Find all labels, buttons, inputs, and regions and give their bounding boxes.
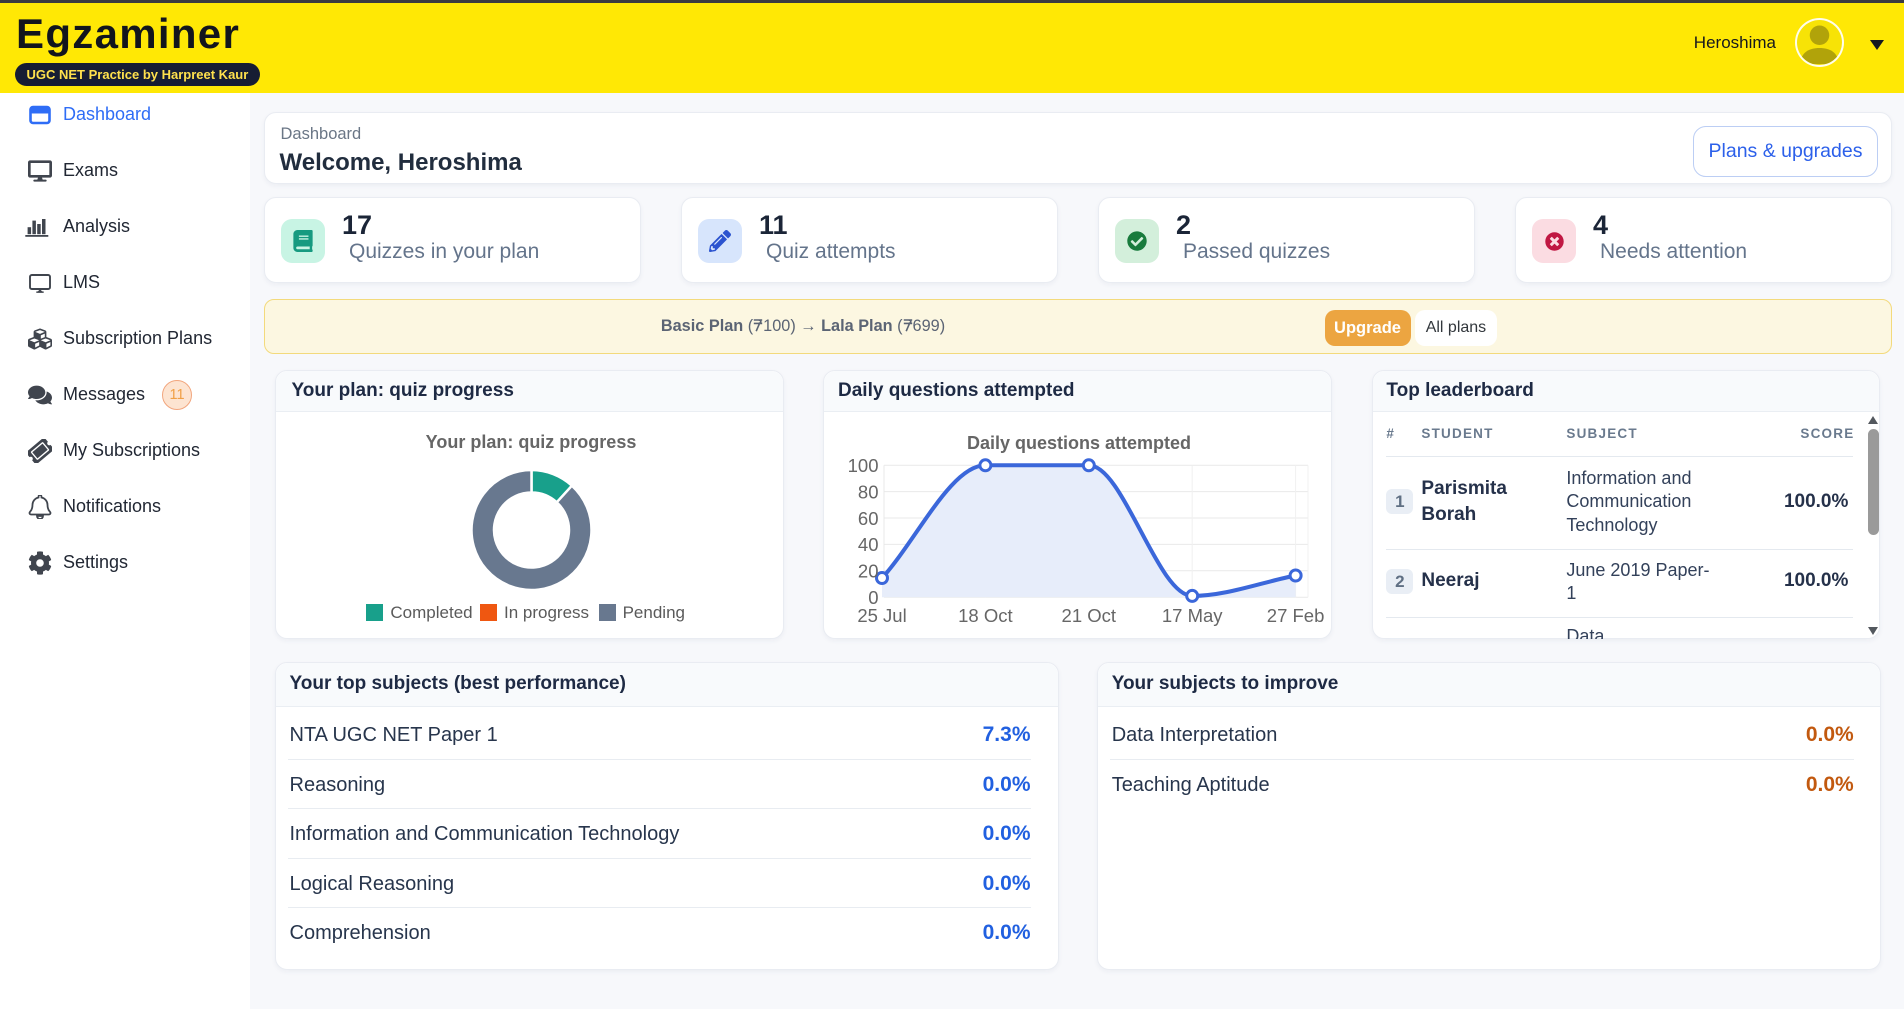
- svg-text:25 Jul: 25 Jul: [857, 605, 906, 626]
- svg-text:100: 100: [848, 455, 879, 476]
- svg-text:21 Oct: 21 Oct: [1062, 605, 1117, 626]
- svg-text:27 Feb: 27 Feb: [1267, 605, 1325, 626]
- svg-text:20: 20: [858, 561, 879, 582]
- svg-text:40: 40: [858, 534, 879, 555]
- svg-text:60: 60: [858, 508, 879, 529]
- svg-text:0: 0: [868, 587, 878, 608]
- svg-text:18 Oct: 18 Oct: [958, 605, 1013, 626]
- svg-text:80: 80: [858, 481, 879, 502]
- svg-text:17 May: 17 May: [1162, 605, 1223, 626]
